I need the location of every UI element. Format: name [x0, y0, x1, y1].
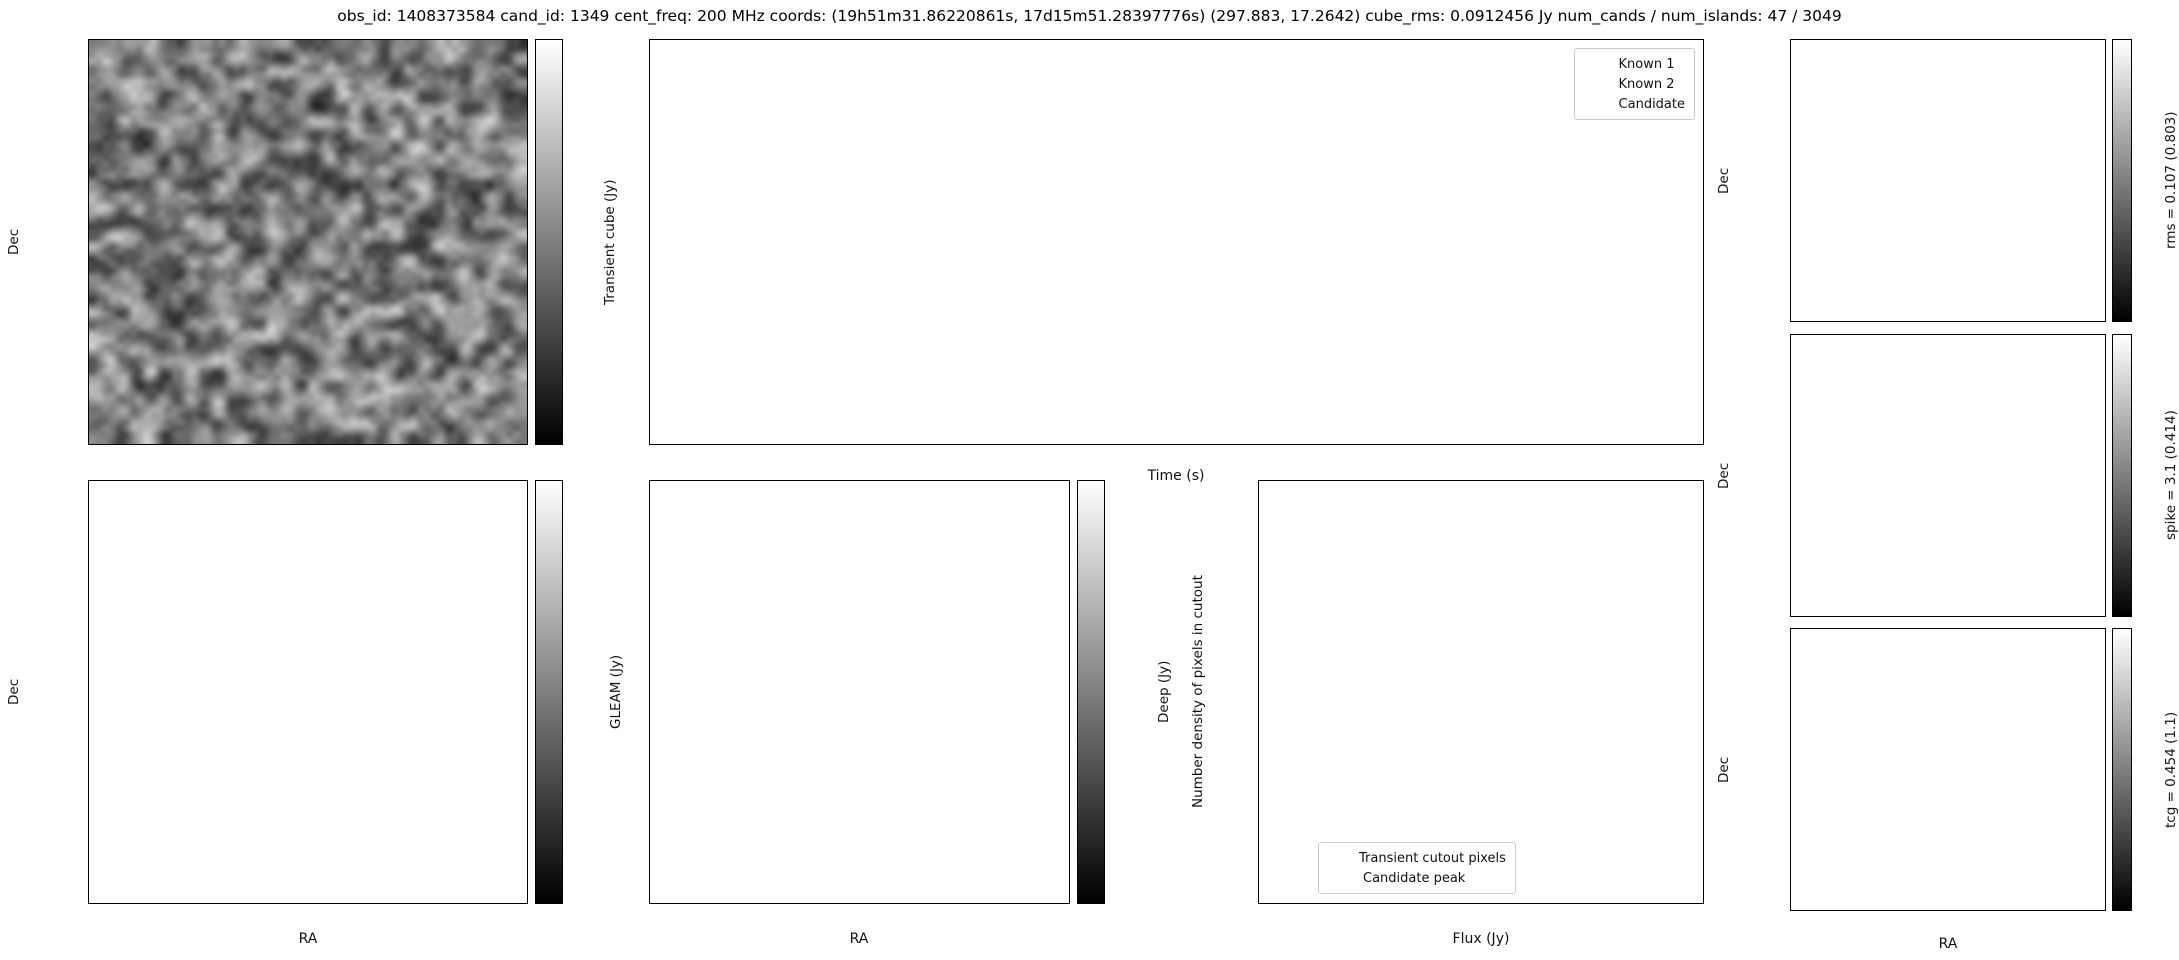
flux-axis-label: Flux (Jy): [1452, 931, 1510, 947]
deep-colorbar-label: Deep (Jy): [1156, 660, 1172, 724]
figure-title: obs_id: 1408373584 cand_id: 1349 cent_fr…: [337, 7, 1842, 25]
gleam-cutout-panel: [88, 480, 528, 904]
dec-axis-label: Dec: [6, 678, 22, 706]
hist-legend-line: [1328, 871, 1356, 885]
rms-colorbar: [2112, 39, 2179, 322]
rms-colorbar-gradient: [2112, 39, 2132, 322]
spike-cutout-panel: [1790, 334, 2106, 617]
transient-cutout-panel: [88, 39, 528, 445]
transient-colorbar: [535, 39, 615, 445]
ra-axis-label: RA: [298, 931, 318, 947]
time-axis-label: Time (s): [1147, 468, 1205, 484]
tcg-colorbar: [2112, 628, 2179, 911]
lightcurve-panel: Known 1 Known 2 Candidate: [649, 39, 1704, 445]
dec-axis-label: Dec: [1716, 756, 1732, 783]
spike-cutout-image: [1790, 334, 2106, 617]
ra-axis-label: RA: [849, 931, 869, 947]
transient-cutout-image: [88, 39, 528, 445]
deep-colorbar-gradient: [1077, 480, 1105, 904]
dec-axis-label: Dec: [6, 228, 22, 256]
flux-histogram-panel: Transient cutout pixels Candidate peak: [1258, 480, 1704, 904]
legend-label-known2: Known 2: [1618, 76, 1675, 92]
legend-item-cutout-pixels: Transient cutout pixels: [1328, 848, 1506, 868]
flux-histogram-plot: [1258, 480, 1704, 904]
legend-label-cutout-pixels: Transient cutout pixels: [1359, 850, 1506, 866]
legend-errorbar-mark: [1597, 98, 1599, 110]
gleam-colorbar: [535, 480, 615, 904]
legend-label-candidate: Candidate: [1618, 96, 1685, 112]
legend-swatch-known1: [1584, 57, 1612, 71]
legend-line-mark: [1328, 877, 1356, 879]
legend-swatch-known2: [1584, 77, 1612, 91]
legend-line-mark: [1584, 83, 1612, 85]
ra-axis-label: RA: [1938, 936, 1958, 952]
hist-legend-patch: [1328, 852, 1352, 864]
legend-item-known2: Known 2: [1584, 74, 1685, 94]
lightcurve-plot: [649, 39, 1704, 445]
tcg-colorbar-gradient: [2112, 628, 2132, 911]
legend-swatch-candidate: [1584, 97, 1612, 111]
lightcurve-legend: Known 1 Known 2 Candidate: [1573, 48, 1695, 120]
gleam-cutout-image: [88, 480, 528, 904]
deep-colorbar: [1077, 480, 1157, 904]
gleam-colorbar-gradient: [535, 480, 563, 904]
rms-cutout-panel: [1790, 39, 2106, 322]
rms-cutout-image: [1790, 39, 2106, 322]
deep-cutout-image: [649, 480, 1070, 904]
legend-item-candidate-peak: Candidate peak: [1328, 868, 1506, 888]
legend-label-candidate-peak: Candidate peak: [1363, 870, 1466, 886]
transient-colorbar-gradient: [535, 39, 563, 445]
legend-label-known1: Known 1: [1618, 56, 1675, 72]
legend-item-known1: Known 1: [1584, 54, 1685, 74]
tcg-cutout-panel: [1790, 628, 2106, 911]
tcg-cutout-image: [1790, 628, 2106, 911]
histogram-y-axis-label: Number density of pixels in cutout: [1190, 575, 1206, 809]
histogram-legend: Transient cutout pixels Candidate peak: [1318, 842, 1516, 894]
spike-colorbar-gradient: [2112, 334, 2132, 617]
spike-colorbar: [2112, 334, 2179, 617]
deep-cutout-panel: [649, 480, 1070, 904]
dec-axis-label: Dec: [1716, 462, 1732, 489]
legend-item-candidate: Candidate: [1584, 94, 1685, 114]
legend-line-mark: [1584, 63, 1612, 65]
dec-axis-label: Dec: [1716, 167, 1732, 194]
